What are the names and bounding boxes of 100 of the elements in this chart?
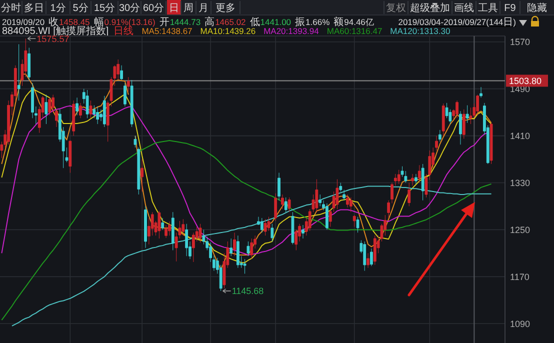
candlestick <box>44 94 48 124</box>
candlestick <box>140 159 144 192</box>
candlestick <box>164 224 168 238</box>
candlestick <box>48 97 52 116</box>
candlestick <box>349 197 352 212</box>
text: 5分 <box>72 2 88 14</box>
candlestick <box>288 197 291 212</box>
text: 分时 <box>1 2 21 14</box>
text: 高 <box>204 16 215 28</box>
candlestick <box>68 140 72 174</box>
y-tick-label: 1170 <box>510 272 530 282</box>
candlestick <box>168 221 171 236</box>
candlestick <box>185 224 188 256</box>
candlestick <box>233 232 236 256</box>
y-tick-label: 1090 <box>510 318 530 329</box>
text: 1444.73 <box>170 17 201 27</box>
text: 日 <box>169 3 179 14</box>
text: MA120:1313.30 <box>390 26 450 36</box>
text: 1465.02 <box>215 17 246 27</box>
candlestick <box>144 206 147 248</box>
line-series <box>11 186 492 326</box>
candlestick <box>442 103 445 136</box>
text: 1441.00 <box>260 17 292 27</box>
candlestick <box>72 100 76 136</box>
text: 60分 <box>142 2 164 14</box>
text: MA5:1438.67 <box>142 26 193 36</box>
candlestick <box>102 96 106 128</box>
candlestick <box>270 224 274 242</box>
y-tick-label: 1410 <box>510 130 530 141</box>
candlestick <box>302 224 304 239</box>
candlestick <box>246 241 250 256</box>
text: 1.66% <box>306 17 330 27</box>
text: 低 <box>250 17 260 28</box>
candlestick <box>130 80 134 128</box>
y-tick-label: 1570 <box>510 37 530 48</box>
text: 振 <box>295 16 306 28</box>
text: 15分 <box>94 2 116 14</box>
candlestick <box>342 190 346 201</box>
candlestick <box>363 241 366 272</box>
candlestick <box>126 76 130 92</box>
candlestick <box>89 100 92 118</box>
candlestick <box>230 238 233 256</box>
candlestick <box>476 94 480 116</box>
candlestick <box>28 47 31 80</box>
text: 额 <box>334 16 344 28</box>
candlestick <box>250 238 254 260</box>
candlestick <box>134 136 137 148</box>
candlestick <box>291 212 294 245</box>
candlestick <box>278 172 280 201</box>
candlestick <box>366 252 370 268</box>
candlestick <box>397 170 400 184</box>
candlestick <box>456 100 458 118</box>
candlestick <box>373 235 376 266</box>
candlestick <box>243 258 246 274</box>
candlestick <box>281 194 284 210</box>
candlestick <box>414 174 418 184</box>
candlestick <box>264 218 267 236</box>
text: 月 <box>198 3 208 14</box>
text: MA10:1439.26 <box>200 26 256 36</box>
candlestick <box>404 170 408 183</box>
candlestick <box>171 212 174 251</box>
candlestick <box>198 224 202 243</box>
text: MA60:1316.47 <box>326 26 382 36</box>
candlestick <box>158 210 161 239</box>
candlestick <box>182 218 185 236</box>
text: 隐藏 <box>527 2 547 14</box>
text: 2019/03/04-2019/09/27(144日) <box>398 17 516 28</box>
text: 周 <box>184 3 194 14</box>
text: 画线 <box>454 2 474 14</box>
candlestick <box>315 178 318 212</box>
candlestick <box>469 107 472 124</box>
text: 0.91%(13.16) <box>104 17 156 27</box>
candlestick <box>17 44 20 101</box>
candlestick <box>459 110 462 145</box>
candlestick <box>120 65 123 80</box>
candlestick <box>318 194 322 206</box>
candlestick <box>462 109 466 139</box>
candlestick <box>326 203 328 230</box>
text: 94.46亿 <box>344 17 374 27</box>
candlestick <box>79 102 82 118</box>
text: 2019/09/20 <box>2 17 45 27</box>
y-tick-label: 1330 <box>510 178 530 188</box>
candlestick <box>336 178 339 210</box>
candlestick <box>236 235 240 268</box>
chart-subtitle: 日线 <box>114 25 134 37</box>
candlestick <box>490 122 493 164</box>
candlestick <box>370 248 373 266</box>
candlestick <box>411 174 414 186</box>
candlestick <box>346 194 349 208</box>
candlestick <box>480 86 482 98</box>
candlestick <box>86 90 89 118</box>
text: 开 <box>159 17 170 28</box>
text: 30分 <box>118 2 140 14</box>
y-tick-label: 1250 <box>510 224 530 235</box>
text: 1分 <box>50 2 66 14</box>
candlestick <box>339 182 342 192</box>
candlestick <box>438 130 442 142</box>
ref-line-label: 1503.80 <box>509 76 542 86</box>
text: MA20:1393.94 <box>264 26 320 36</box>
candlestick <box>76 97 78 116</box>
